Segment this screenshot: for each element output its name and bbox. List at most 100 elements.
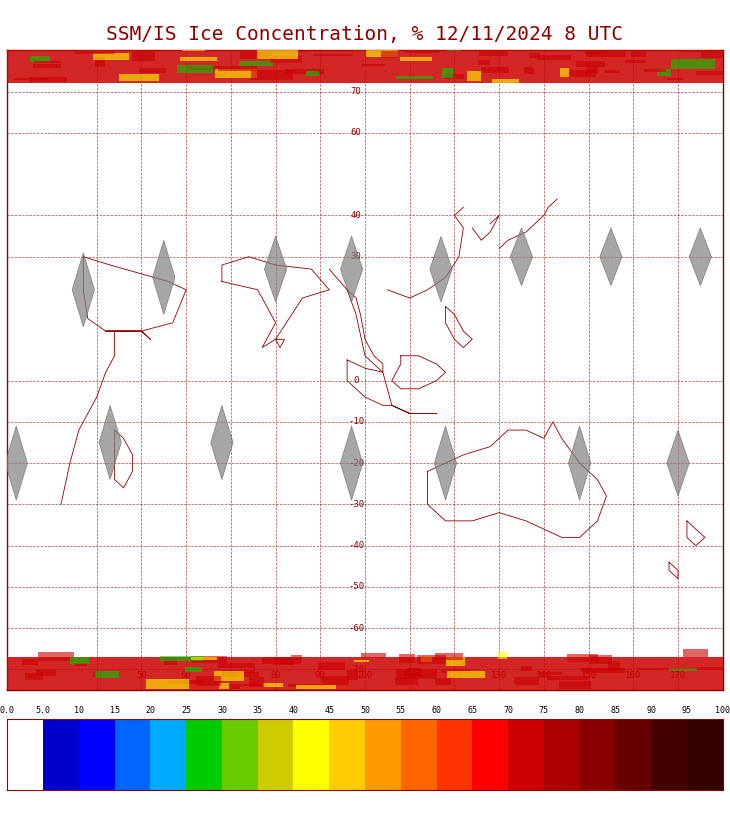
Bar <box>186 718 222 790</box>
Bar <box>608 661 620 671</box>
Bar <box>605 71 620 73</box>
Bar <box>36 669 56 676</box>
Bar <box>576 60 605 67</box>
Bar <box>38 652 74 661</box>
Bar <box>218 66 258 71</box>
Bar <box>215 70 257 78</box>
Polygon shape <box>153 240 175 314</box>
Text: 95: 95 <box>682 706 692 715</box>
Bar <box>477 60 490 65</box>
Polygon shape <box>5 426 28 501</box>
Bar <box>498 653 507 659</box>
Bar <box>580 668 610 671</box>
Bar <box>515 677 539 685</box>
Bar <box>666 78 683 81</box>
Bar <box>437 718 472 790</box>
Text: 50: 50 <box>136 671 147 680</box>
Text: 70: 70 <box>226 671 237 680</box>
Bar <box>74 46 115 54</box>
Bar <box>7 657 723 690</box>
Bar <box>262 658 301 664</box>
Bar <box>631 47 646 57</box>
Bar <box>669 669 697 671</box>
Polygon shape <box>689 228 712 286</box>
Bar <box>696 71 723 75</box>
Text: 30: 30 <box>217 706 227 715</box>
Text: -40: -40 <box>348 541 364 550</box>
Text: 60: 60 <box>350 129 361 138</box>
Text: -60: -60 <box>348 623 364 633</box>
Bar <box>257 50 298 60</box>
Bar <box>401 718 437 790</box>
Bar <box>421 656 432 662</box>
Bar <box>26 674 43 680</box>
Bar <box>119 75 159 81</box>
Bar <box>585 66 598 73</box>
Bar <box>445 657 465 666</box>
Text: 120: 120 <box>446 671 463 680</box>
Text: -50: -50 <box>348 582 364 591</box>
Text: SSM/IS Ice Concentration, % 12/11/2024 8 UTC: SSM/IS Ice Concentration, % 12/11/2024 8… <box>107 25 623 45</box>
Polygon shape <box>72 253 94 327</box>
Bar <box>263 683 283 687</box>
Polygon shape <box>340 426 363 501</box>
Bar <box>615 718 651 790</box>
Bar <box>29 77 67 82</box>
Bar <box>492 79 519 83</box>
Text: 35: 35 <box>253 706 263 715</box>
Bar <box>160 656 204 660</box>
Bar <box>79 718 115 790</box>
Text: -10: -10 <box>348 417 364 427</box>
Bar <box>697 667 730 670</box>
Bar <box>270 56 302 62</box>
Bar <box>22 48 61 51</box>
Text: -20: -20 <box>348 459 364 468</box>
Bar <box>296 685 336 690</box>
Bar <box>548 675 588 680</box>
Bar <box>657 70 671 76</box>
Text: 55: 55 <box>396 706 406 715</box>
Bar <box>251 71 293 80</box>
Text: 90: 90 <box>315 671 326 680</box>
Text: -30: -30 <box>348 500 364 509</box>
Bar <box>75 663 87 666</box>
Bar <box>381 50 398 58</box>
Text: -70: -70 <box>348 665 364 674</box>
Text: 20: 20 <box>145 706 155 715</box>
Polygon shape <box>600 228 622 286</box>
Bar <box>651 718 687 790</box>
Bar <box>93 53 129 60</box>
Bar <box>274 658 294 664</box>
Bar <box>168 680 204 684</box>
Bar <box>680 47 722 52</box>
Bar <box>406 45 439 53</box>
Bar <box>313 55 353 56</box>
Bar <box>435 678 451 685</box>
Text: 5.0: 5.0 <box>36 706 50 715</box>
Bar <box>434 654 463 660</box>
Bar <box>182 42 205 51</box>
Bar <box>229 685 240 690</box>
Bar <box>466 71 481 81</box>
Bar <box>366 50 399 57</box>
Text: 90: 90 <box>646 706 656 715</box>
Text: 110: 110 <box>402 671 418 680</box>
Bar <box>132 50 155 60</box>
Bar <box>521 666 531 671</box>
Bar <box>329 718 365 790</box>
Bar <box>23 659 38 665</box>
Bar <box>139 68 166 73</box>
Bar <box>560 68 569 76</box>
Bar <box>95 57 105 67</box>
Text: 80: 80 <box>270 671 281 680</box>
Bar <box>637 668 669 670</box>
Bar <box>567 654 598 662</box>
Bar <box>275 45 310 52</box>
Text: 0.0: 0.0 <box>0 706 15 715</box>
Bar <box>396 76 433 79</box>
Bar <box>480 50 508 56</box>
Bar <box>7 50 723 83</box>
Bar <box>285 70 324 75</box>
Bar <box>213 671 244 681</box>
Polygon shape <box>434 426 457 501</box>
